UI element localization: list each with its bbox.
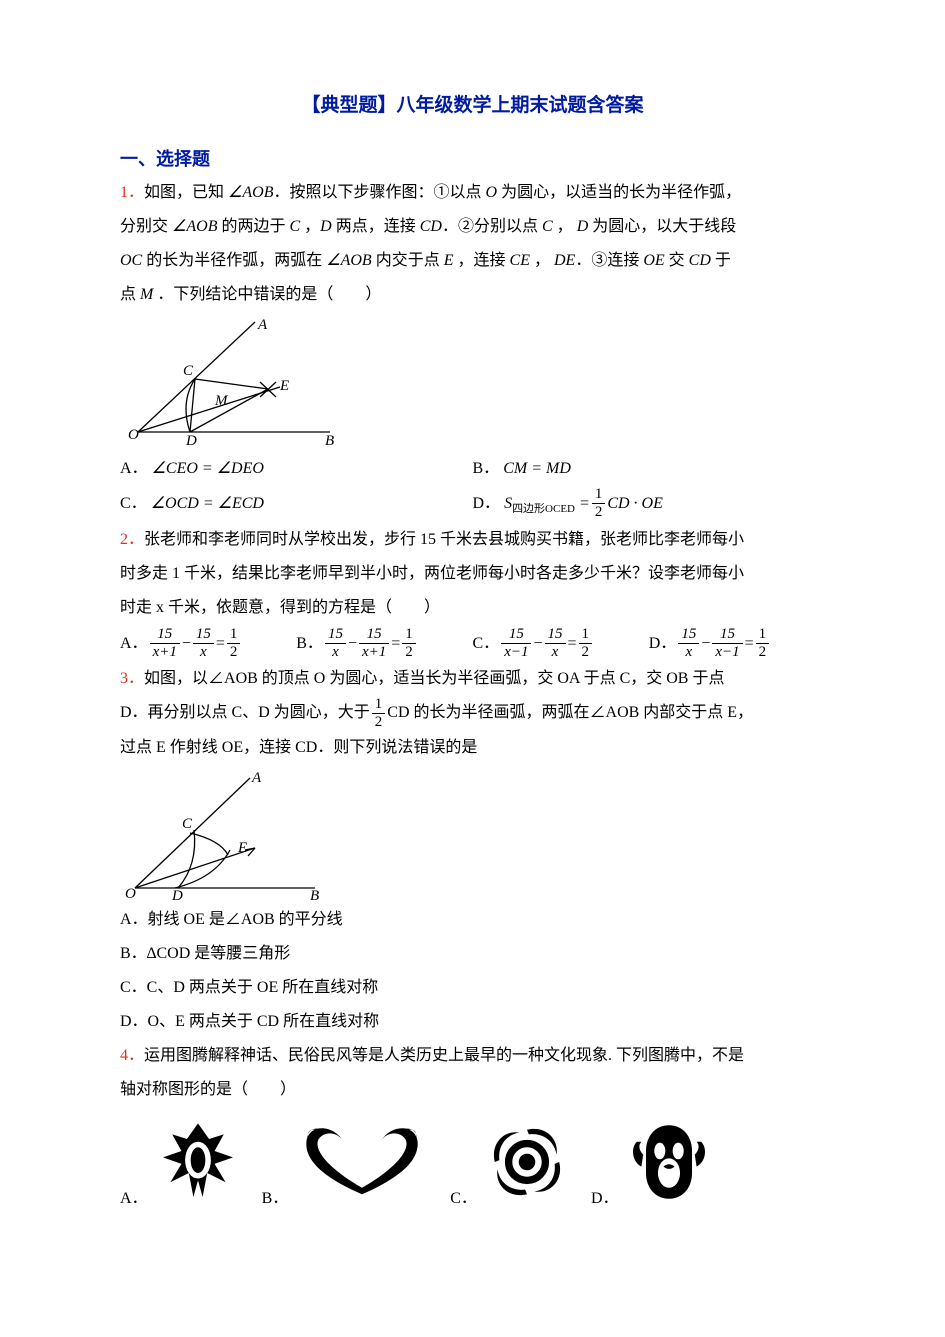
q2-option-b: B． 15x − 15x+1 = 12 (296, 626, 472, 661)
q4-line1: 4．运用图腾解释神话、民俗民风等是人类历史上最早的一种文化现象. 下列图腾中，不… (120, 1040, 825, 1072)
q1-option-d: D． S四边形OCED = 1 2 CD · OE (473, 486, 826, 521)
q4-option-b: B． (262, 1116, 433, 1208)
svg-text:M: M (214, 393, 229, 409)
svg-text:E: E (237, 840, 247, 856)
q3-option-a: A．射线 OE 是∠AOB 的平分线 (120, 904, 825, 936)
q1-line4: 点 M ．下列结论中错误的是（ ） (120, 279, 825, 311)
q1-diagram-svg: A C M E O D B (120, 317, 340, 447)
q4-line2: 轴对称图形的是（ ） (120, 1074, 825, 1106)
q3-figure: A C E O D B (120, 770, 825, 900)
q4-options: A． B． C． (120, 1116, 825, 1208)
q3-option-b: B．∆COD 是等腰三角形 (120, 938, 825, 970)
svg-text:A: A (251, 770, 262, 786)
q2-option-a: A． 15x+1 − 15x = 12 (120, 626, 296, 661)
page: 【典型题】八年级数学上期末试题含答案 一、选择题 1．如图，已知 ∠AOB．按照… (0, 0, 945, 1248)
svg-text:C: C (182, 816, 193, 832)
svg-text:C: C (183, 363, 194, 379)
q3-line3: 过点 E 作射线 OE，连接 CD．则下列说法错误的是 (120, 732, 825, 764)
svg-text:O: O (128, 427, 139, 443)
q3-line1: 3．如图，以∠AOB 的顶点 O 为圆心，适当长为半径画弧，交 OA 于点 C，… (120, 663, 825, 695)
q2-line2: 时多走 1 千米，结果比李老师早到半小时，两位老师每小时各走多少千米？设李老师每… (120, 558, 825, 590)
q1-line2: 分别交 ∠AOB 的两边于 C ，D 两点，连接 CD．②分别以点 C ， D … (120, 211, 825, 243)
q1-option-a: A． ∠CEO = ∠DEO (120, 451, 473, 486)
svg-text:B: B (325, 433, 334, 447)
svg-text:E: E (279, 378, 289, 394)
q4-option-d: D． (591, 1116, 715, 1208)
svg-text:B: B (310, 888, 319, 900)
q2-option-c: C． 15x−1 − 15x = 12 (473, 626, 649, 661)
q4-option-a: A． (120, 1116, 244, 1208)
q1-line3: OC 的长为半径作弧，两弧在 ∠AOB 内交于点 E ，连接 CE ， DE．③… (120, 245, 825, 277)
fraction-icon: 1 2 (372, 697, 386, 730)
q1-options: A． ∠CEO = ∠DEO B． CM = MD C． ∠OCD = ∠ECD… (120, 451, 825, 522)
svg-text:O: O (125, 886, 136, 900)
q3-option-c: C．C、D 两点关于 OE 所在直线对称 (120, 972, 825, 1004)
svg-text:A: A (257, 317, 268, 333)
q3-number: 3． (120, 670, 144, 687)
q1-option-b: B． CM = MD (473, 451, 826, 486)
svg-text:D: D (185, 433, 197, 447)
q3-line2: D．再分别以点 C、D 为圆心，大于 1 2 CD 的长为半径画弧，两弧在∠AO… (120, 697, 825, 730)
q2-line1: 2．张老师和李老师同时从学校出发，步行 15 千米去县城购买书籍，张老师比李老师… (120, 524, 825, 556)
svg-text:D: D (171, 888, 183, 900)
q2-option-d: D． 15x − 15x−1 = 12 (649, 626, 825, 661)
page-title: 【典型题】八年级数学上期末试题含答案 (120, 90, 825, 117)
q4-option-c: C． (450, 1116, 573, 1208)
q3-option-d: D．O、E 两点关于 CD 所在直线对称 (120, 1006, 825, 1038)
totem-c-icon (481, 1116, 573, 1208)
totem-a-icon (152, 1116, 244, 1208)
section-heading: 一、选择题 (120, 145, 825, 171)
q4-number: 4． (120, 1047, 144, 1064)
q3-diagram-svg: A C E O D B (120, 770, 320, 900)
q1-option-c: C． ∠OCD = ∠ECD (120, 486, 473, 521)
q2-line3: 时走 x 千米，依题意，得到的方程是（ ） (120, 592, 825, 624)
totem-d-icon (623, 1116, 715, 1208)
fraction-icon: 1 2 (592, 487, 606, 520)
q1-figure: A C M E O D B (120, 317, 825, 447)
totem-b-icon (292, 1116, 432, 1208)
q2-number: 2． (120, 531, 144, 548)
q2-options: A． 15x+1 − 15x = 12 B． 15x − 15x+1 = 12 … (120, 626, 825, 661)
q1-line1: 1．如图，已知 ∠AOB．按照以下步骤作图：①以点 O 为圆心，以适当的长为半径… (120, 177, 825, 209)
q1-number: 1． (120, 184, 144, 201)
